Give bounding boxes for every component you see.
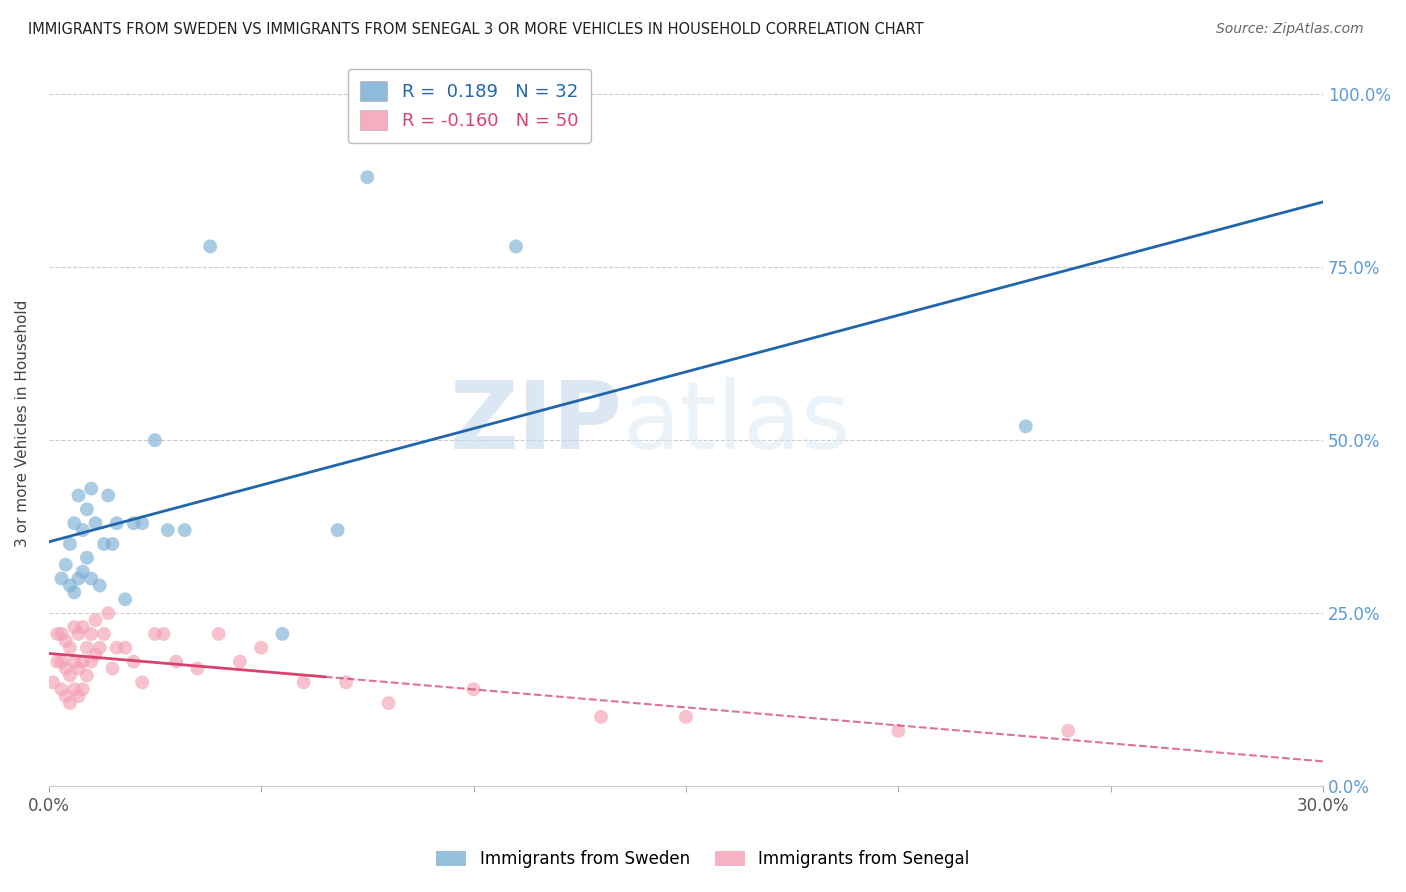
Text: ZIP: ZIP [450,377,623,469]
Point [93,537,115,551]
Point [59,537,82,551]
Point [84,613,107,627]
Point [377,696,399,710]
Point [165,655,187,669]
Point [80,482,103,496]
Point [59,640,82,655]
Point [250,640,273,655]
Point [101,661,124,675]
Point [55,689,77,703]
Point [55,661,77,675]
Point [59,696,82,710]
Point [589,710,612,724]
Point [51,572,73,586]
Text: atlas: atlas [623,377,851,469]
Legend: Immigrants from Sweden, Immigrants from Senegal: Immigrants from Sweden, Immigrants from … [430,844,976,875]
Point [675,710,697,724]
Point [51,682,73,697]
Point [198,239,221,253]
Point [46,655,69,669]
Point [67,661,90,675]
Point [93,627,115,641]
Point [292,675,315,690]
Point [1057,723,1080,738]
Point [97,606,120,620]
Point [76,668,98,682]
Point [97,489,120,503]
Point [89,640,111,655]
Point [72,620,94,634]
Point [1015,419,1038,434]
Point [63,585,86,599]
Point [63,682,86,697]
Point [505,239,527,253]
Point [76,502,98,516]
Point [67,572,90,586]
Point [152,627,174,641]
Point [887,723,910,738]
Point [51,655,73,669]
Point [80,627,103,641]
Point [67,689,90,703]
Point [335,675,357,690]
Point [229,655,252,669]
Point [63,516,86,531]
Point [42,675,65,690]
Point [72,655,94,669]
Point [67,627,90,641]
Point [51,627,73,641]
Point [76,640,98,655]
Point [356,170,378,185]
Point [72,682,94,697]
Text: IMMIGRANTS FROM SWEDEN VS IMMIGRANTS FROM SENEGAL 3 OR MORE VEHICLES IN HOUSEHOL: IMMIGRANTS FROM SWEDEN VS IMMIGRANTS FRO… [28,22,924,37]
Point [72,523,94,537]
Point [67,489,90,503]
Point [84,648,107,662]
Point [131,516,153,531]
Y-axis label: 3 or more Vehicles in Household: 3 or more Vehicles in Household [15,299,30,547]
Point [80,655,103,669]
Point [131,675,153,690]
Point [59,578,82,592]
Point [208,627,231,641]
Point [105,640,128,655]
Point [463,682,485,697]
Text: Source: ZipAtlas.com: Source: ZipAtlas.com [1216,22,1364,37]
Legend: R =  0.189   N = 32, R = -0.160   N = 50: R = 0.189 N = 32, R = -0.160 N = 50 [347,69,591,143]
Point [63,655,86,669]
Point [271,627,294,641]
Point [114,592,136,607]
Point [186,661,208,675]
Point [114,640,136,655]
Point [55,558,77,572]
Point [105,516,128,531]
Point [122,516,145,531]
Point [122,655,145,669]
Point [143,433,166,447]
Point [55,633,77,648]
Point [84,516,107,531]
Point [156,523,179,537]
Point [143,627,166,641]
Point [46,627,69,641]
Point [63,620,86,634]
Point [173,523,195,537]
Point [76,550,98,565]
Point [101,537,124,551]
Point [72,565,94,579]
Point [59,668,82,682]
Point [80,572,103,586]
Point [89,578,111,592]
Point [326,523,349,537]
